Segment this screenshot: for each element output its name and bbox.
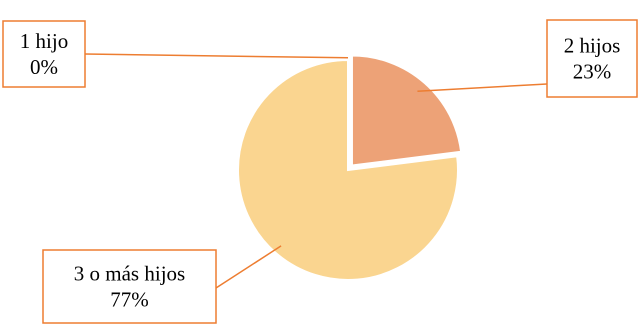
leader-line-2-hijos [417,83,548,92]
pie-slice-3-o-mas-hijos [237,58,459,281]
leader-line-3-o-mas-hijos [215,245,282,289]
leader-line-1-hijo [84,53,349,59]
value-label-3-o-mas-hijos: 77% [110,288,149,312]
category-label-1-hijo: 1 hijo [20,29,68,53]
callout-box-1-hijo [2,20,86,88]
category-label-3-o-mas-hijos: 3 o más hijos [74,262,185,286]
value-label-2-hijos: 23% [573,60,612,84]
category-label-2-hijos: 2 hijos [564,34,621,58]
pie-slice-2-hijos [350,54,463,167]
pie-slices [237,54,463,281]
callout-box-2-hijos [546,19,638,98]
value-label-1-hijo: 0% [30,55,58,79]
callout-box-3-o-mas-hijos [42,249,217,324]
